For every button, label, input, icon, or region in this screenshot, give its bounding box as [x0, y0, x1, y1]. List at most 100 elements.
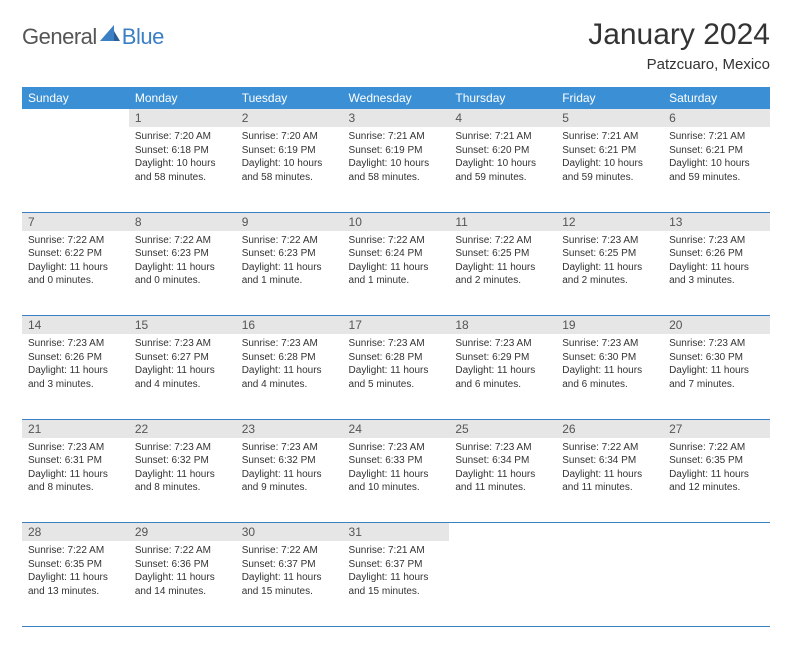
day-cell-body: Sunrise: 7:23 AMSunset: 6:25 PMDaylight:…: [556, 231, 663, 294]
day-cell: Sunrise: 7:22 AMSunset: 6:37 PMDaylight:…: [236, 541, 343, 626]
weekday-header: Sunday: [22, 87, 129, 109]
day-cell-body: Sunrise: 7:23 AMSunset: 6:33 PMDaylight:…: [343, 438, 450, 501]
day-number-cell: 3: [343, 109, 450, 127]
day-number-cell: 26: [556, 419, 663, 438]
day-cell-body: Sunrise: 7:21 AMSunset: 6:19 PMDaylight:…: [343, 127, 450, 190]
day-cell-body: Sunrise: 7:23 AMSunset: 6:30 PMDaylight:…: [556, 334, 663, 397]
day-cell: Sunrise: 7:22 AMSunset: 6:23 PMDaylight:…: [236, 231, 343, 316]
day-number-cell: 10: [343, 212, 450, 231]
month-title: January 2024: [588, 18, 770, 52]
day-cell: Sunrise: 7:22 AMSunset: 6:35 PMDaylight:…: [22, 541, 129, 626]
day-number-cell: 23: [236, 419, 343, 438]
day-cell: Sunrise: 7:23 AMSunset: 6:25 PMDaylight:…: [556, 231, 663, 316]
day-number-cell: 24: [343, 419, 450, 438]
day-cell: Sunrise: 7:23 AMSunset: 6:34 PMDaylight:…: [449, 438, 556, 523]
weekday-header: Tuesday: [236, 87, 343, 109]
day-number-cell: 9: [236, 212, 343, 231]
day-cell-body: Sunrise: 7:23 AMSunset: 6:34 PMDaylight:…: [449, 438, 556, 501]
day-cell: [22, 127, 129, 212]
weekday-header: Monday: [129, 87, 236, 109]
day-number-cell: 16: [236, 316, 343, 335]
day-number-cell: 11: [449, 212, 556, 231]
weekday-header: Friday: [556, 87, 663, 109]
day-cell-body: Sunrise: 7:20 AMSunset: 6:19 PMDaylight:…: [236, 127, 343, 190]
day-cell: Sunrise: 7:23 AMSunset: 6:32 PMDaylight:…: [236, 438, 343, 523]
day-cell: Sunrise: 7:22 AMSunset: 6:34 PMDaylight:…: [556, 438, 663, 523]
day-number-cell: 4: [449, 109, 556, 127]
day-number-cell: 25: [449, 419, 556, 438]
day-cell-body: Sunrise: 7:23 AMSunset: 6:26 PMDaylight:…: [22, 334, 129, 397]
day-cell: Sunrise: 7:23 AMSunset: 6:31 PMDaylight:…: [22, 438, 129, 523]
day-content-row: Sunrise: 7:22 AMSunset: 6:22 PMDaylight:…: [22, 231, 770, 316]
day-cell-body: Sunrise: 7:23 AMSunset: 6:26 PMDaylight:…: [663, 231, 770, 294]
day-cell: [663, 541, 770, 626]
day-number-cell: 5: [556, 109, 663, 127]
calendar-body: 1 23 456 Sunrise: 7:20 AMSunset: 6:18 PMDay…: [22, 109, 770, 626]
calendar-page: General Blue January 2024 Patzcuaro, Mex…: [0, 0, 792, 645]
day-number-cell: 15: [129, 316, 236, 335]
day-cell: Sunrise: 7:23 AMSunset: 6:32 PMDaylight:…: [129, 438, 236, 523]
day-content-row: Sunrise: 7:22 AMSunset: 6:35 PMDaylight:…: [22, 541, 770, 626]
day-number-cell: 20: [663, 316, 770, 335]
day-cell: Sunrise: 7:23 AMSunset: 6:29 PMDaylight:…: [449, 334, 556, 419]
day-cell-body: Sunrise: 7:22 AMSunset: 6:22 PMDaylight:…: [22, 231, 129, 294]
day-content-row: Sunrise: 7:23 AMSunset: 6:26 PMDaylight:…: [22, 334, 770, 419]
day-number-cell: 19: [556, 316, 663, 335]
day-cell-body: Sunrise: 7:22 AMSunset: 6:36 PMDaylight:…: [129, 541, 236, 604]
brand-part2: Blue: [122, 24, 164, 50]
day-number-row: 78910111213: [22, 212, 770, 231]
day-cell: Sunrise: 7:21 AMSunset: 6:19 PMDaylight:…: [343, 127, 450, 212]
day-cell: Sunrise: 7:23 AMSunset: 6:28 PMDaylight:…: [343, 334, 450, 419]
day-cell-body: Sunrise: 7:23 AMSunset: 6:29 PMDaylight:…: [449, 334, 556, 397]
day-cell: [449, 541, 556, 626]
day-cell-body: [663, 541, 770, 550]
day-number-cell: 30: [236, 523, 343, 542]
day-cell-body: Sunrise: 7:23 AMSunset: 6:32 PMDaylight:…: [236, 438, 343, 501]
day-cell-body: Sunrise: 7:22 AMSunset: 6:37 PMDaylight:…: [236, 541, 343, 604]
day-content-row: Sunrise: 7:20 AMSunset: 6:18 PMDaylight:…: [22, 127, 770, 212]
title-block: January 2024 Patzcuaro, Mexico: [588, 18, 770, 73]
day-cell-body: Sunrise: 7:23 AMSunset: 6:30 PMDaylight:…: [663, 334, 770, 397]
day-cell-body: Sunrise: 7:22 AMSunset: 6:23 PMDaylight:…: [129, 231, 236, 294]
day-number-cell: 7: [22, 212, 129, 231]
day-cell: Sunrise: 7:23 AMSunset: 6:27 PMDaylight:…: [129, 334, 236, 419]
day-cell: Sunrise: 7:21 AMSunset: 6:21 PMDaylight:…: [556, 127, 663, 212]
day-number-cell: 13: [663, 212, 770, 231]
day-cell: Sunrise: 7:23 AMSunset: 6:30 PMDaylight:…: [663, 334, 770, 419]
day-cell: Sunrise: 7:21 AMSunset: 6:37 PMDaylight:…: [343, 541, 450, 626]
day-cell-body: Sunrise: 7:23 AMSunset: 6:32 PMDaylight:…: [129, 438, 236, 501]
day-number-cell: [556, 523, 663, 542]
day-cell-body: Sunrise: 7:21 AMSunset: 6:21 PMDaylight:…: [556, 127, 663, 190]
day-number-cell: 6: [663, 109, 770, 127]
day-number-cell: 18: [449, 316, 556, 335]
weekday-header: Thursday: [449, 87, 556, 109]
day-cell-body: Sunrise: 7:22 AMSunset: 6:35 PMDaylight:…: [663, 438, 770, 501]
calendar-head: SundayMondayTuesdayWednesdayThursdayFrid…: [22, 87, 770, 109]
brand-triangle-icon: [100, 25, 120, 41]
page-header: General Blue January 2024 Patzcuaro, Mex…: [22, 18, 770, 73]
day-number-cell: [22, 109, 129, 127]
day-cell-body: Sunrise: 7:23 AMSunset: 6:28 PMDaylight:…: [343, 334, 450, 397]
day-number-cell: 17: [343, 316, 450, 335]
day-number-cell: 22: [129, 419, 236, 438]
day-cell-body: Sunrise: 7:22 AMSunset: 6:24 PMDaylight:…: [343, 231, 450, 294]
day-number-cell: 14: [22, 316, 129, 335]
day-number-cell: 29: [129, 523, 236, 542]
brand-part1: General: [22, 24, 97, 50]
day-cell-body: Sunrise: 7:22 AMSunset: 6:34 PMDaylight:…: [556, 438, 663, 501]
day-cell: Sunrise: 7:22 AMSunset: 6:36 PMDaylight:…: [129, 541, 236, 626]
day-number-cell: 1: [129, 109, 236, 127]
day-number-cell: 8: [129, 212, 236, 231]
day-number-cell: 28: [22, 523, 129, 542]
day-cell-body: Sunrise: 7:21 AMSunset: 6:37 PMDaylight:…: [343, 541, 450, 604]
day-cell-body: Sunrise: 7:23 AMSunset: 6:28 PMDaylight:…: [236, 334, 343, 397]
day-cell-body: Sunrise: 7:21 AMSunset: 6:20 PMDaylight:…: [449, 127, 556, 190]
day-cell: Sunrise: 7:23 AMSunset: 6:28 PMDaylight:…: [236, 334, 343, 419]
day-cell-body: Sunrise: 7:22 AMSunset: 6:35 PMDaylight:…: [22, 541, 129, 604]
day-number-cell: 27: [663, 419, 770, 438]
day-number-row: 28293031: [22, 523, 770, 542]
day-cell-body: Sunrise: 7:23 AMSunset: 6:31 PMDaylight:…: [22, 438, 129, 501]
day-cell: Sunrise: 7:20 AMSunset: 6:18 PMDaylight:…: [129, 127, 236, 212]
day-number-cell: [449, 523, 556, 542]
day-cell: Sunrise: 7:21 AMSunset: 6:20 PMDaylight:…: [449, 127, 556, 212]
